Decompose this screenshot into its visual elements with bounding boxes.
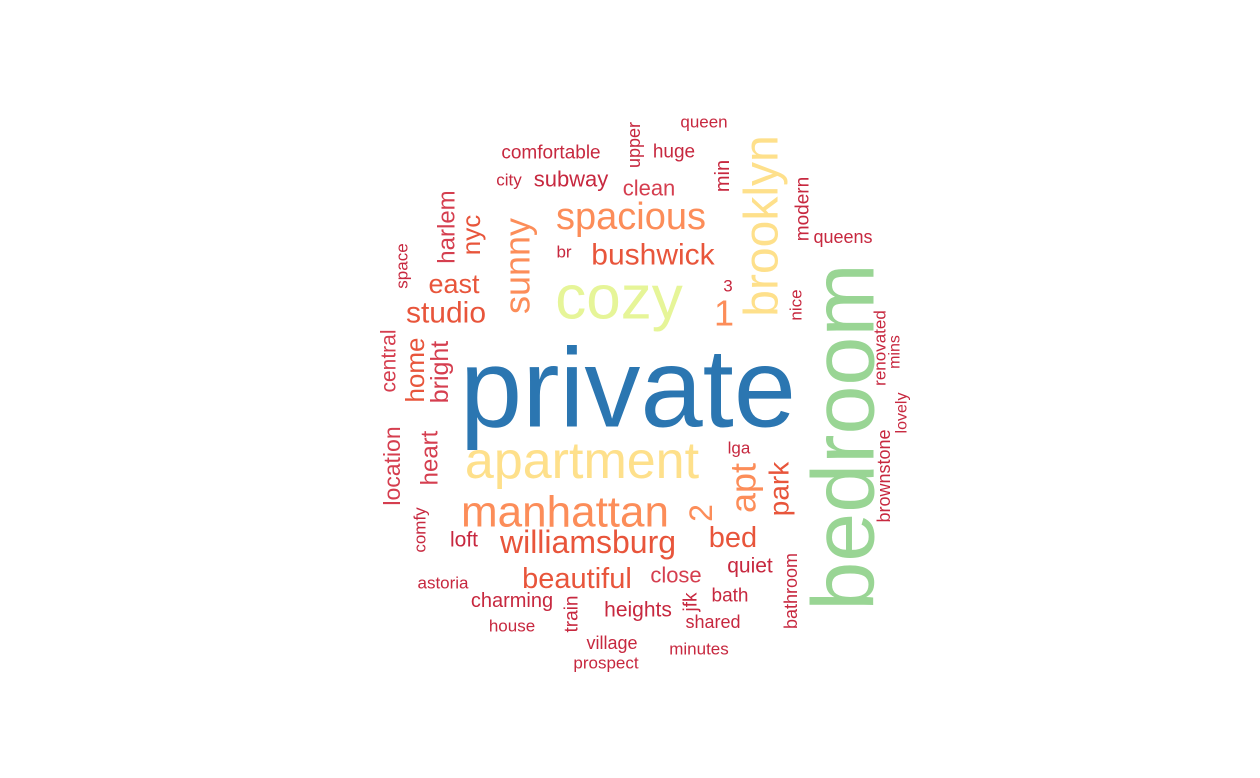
- word-manhattan: manhattan: [461, 488, 669, 537]
- word-huge: huge: [653, 142, 695, 163]
- word-sunny: sunny: [497, 218, 538, 314]
- word-brownstone: brownstone: [874, 429, 894, 522]
- word-prospect: prospect: [573, 654, 638, 673]
- word-subway: subway: [534, 167, 609, 192]
- word-astoria: astoria: [417, 574, 469, 593]
- word-cozy: cozy: [555, 264, 682, 333]
- word-queens: queens: [813, 227, 872, 247]
- word-2: 2: [683, 504, 719, 522]
- word-city: city: [496, 171, 522, 190]
- word-modern: modern: [793, 177, 814, 241]
- word-bright: bright: [426, 341, 454, 404]
- word-apt: apt: [723, 463, 764, 513]
- word-min: min: [712, 160, 734, 192]
- word-studio: studio: [406, 297, 486, 330]
- word-nyc: nyc: [456, 215, 486, 255]
- word-space: space: [393, 243, 412, 288]
- word-3: 3: [723, 277, 732, 296]
- word-heart: heart: [417, 430, 444, 485]
- word-bushwick: bushwick: [591, 239, 715, 272]
- word-brooklyn: brooklyn: [736, 135, 789, 316]
- word-lga: lga: [728, 439, 751, 458]
- word-east: east: [428, 269, 480, 299]
- word-location: location: [379, 426, 405, 505]
- word-loft: loft: [450, 529, 478, 552]
- word-1: 1: [714, 293, 734, 334]
- word-lovely: lovely: [894, 393, 911, 434]
- word-minutes: minutes: [669, 640, 729, 659]
- word-harlem: harlem: [434, 190, 461, 263]
- word-williamsburg: williamsburg: [499, 524, 676, 560]
- word-jfk: jfk: [681, 592, 702, 613]
- word-central: central: [378, 329, 401, 392]
- word-bathroom: bathroom: [781, 553, 801, 629]
- word-bath: bath: [712, 586, 749, 607]
- word-comfy: comfy: [411, 507, 430, 553]
- word-close: close: [650, 563, 701, 588]
- word-mins: mins: [887, 335, 904, 369]
- word-house: house: [489, 617, 535, 636]
- word-apartment: apartment: [465, 432, 700, 490]
- word-home: home: [400, 337, 430, 402]
- word-quiet: quiet: [727, 555, 773, 578]
- word-village: village: [586, 633, 637, 653]
- word-queen: queen: [680, 113, 727, 132]
- word-heights: heights: [604, 599, 672, 622]
- word-nice: nice: [787, 289, 806, 320]
- word-bedroom: bedroom: [794, 263, 893, 610]
- word-upper: upper: [624, 122, 644, 168]
- word-spacious: spacious: [556, 196, 706, 238]
- word-private: private: [460, 326, 796, 451]
- word-renovated: renovated: [871, 310, 890, 386]
- word-br: br: [556, 243, 571, 262]
- word-park: park: [764, 461, 795, 516]
- word-charming: charming: [471, 590, 553, 612]
- word-clean: clean: [623, 176, 676, 201]
- word-beautiful: beautiful: [522, 563, 632, 595]
- word-comfortable: comfortable: [501, 143, 600, 164]
- word-bed: bed: [709, 522, 757, 554]
- word-train: train: [562, 596, 583, 633]
- word-shared: shared: [685, 612, 740, 632]
